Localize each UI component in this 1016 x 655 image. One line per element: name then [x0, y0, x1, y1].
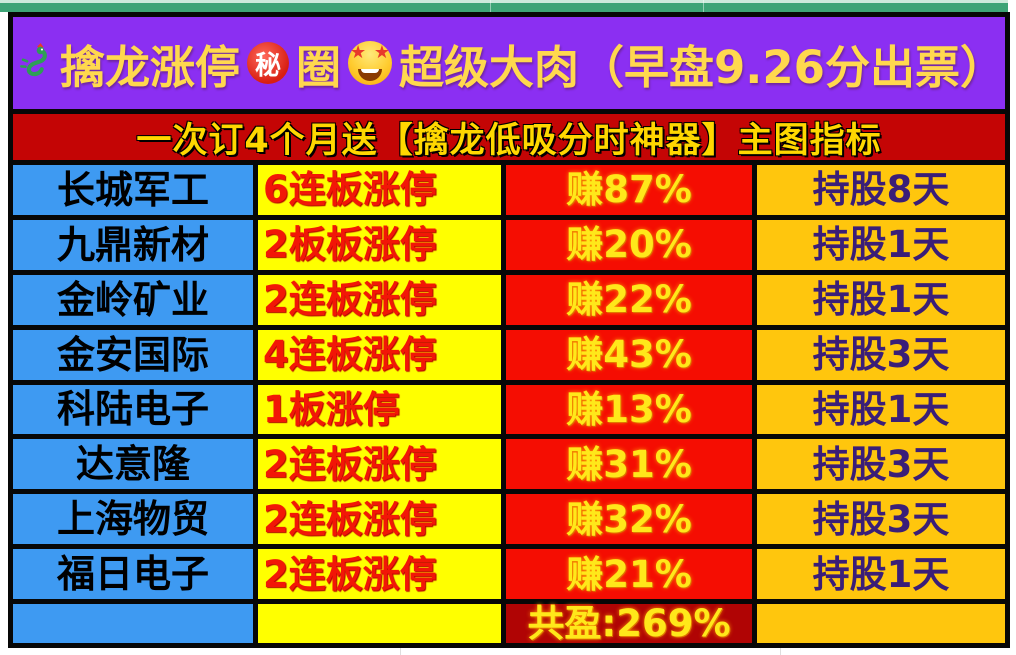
gain-cell: 赚13% — [506, 384, 752, 435]
title-part1: 擒龙涨停 — [59, 40, 240, 94]
grid-divider — [780, 648, 781, 655]
spreadsheet-bottom-area — [0, 648, 1016, 655]
grid-divider — [400, 648, 401, 655]
stock-name-cell: 九鼎新材 — [13, 219, 253, 270]
gain-cell: 赚21% — [506, 549, 752, 600]
holding-days-cell: 持股8天 — [757, 165, 1005, 215]
limit-up-cell: 2连板涨停 — [258, 439, 501, 490]
holding-days-cell: 持股1天 — [757, 274, 1005, 325]
promo-board: 擒龙涨停 秘 圈 ★ ★ 超级大肉（早盘9.26分出票） 一次订4个月送【擒龙低… — [8, 12, 1010, 648]
stock-name-cell: 达意隆 — [13, 439, 253, 490]
grid-divider — [490, 0, 491, 12]
subscription-banner: 一次订4个月送【擒龙低吸分时神器】主图指标 — [13, 114, 1005, 161]
stock-name-cell: 科陆电子 — [13, 384, 253, 435]
limit-up-cell: 1板涨停 — [258, 384, 501, 435]
title-bar: 擒龙涨停 秘 圈 ★ ★ 超级大肉（早盘9.26分出票） — [13, 17, 1005, 109]
gain-cell: 赚22% — [506, 274, 752, 325]
gain-cell: 赚31% — [506, 439, 752, 490]
total-gain-cell: 共盈:269% — [506, 604, 752, 643]
mouth — [357, 69, 382, 81]
limit-up-cell: 2连板涨停 — [258, 494, 501, 545]
grid-divider — [703, 0, 704, 12]
stock-name-cell: 福日电子 — [13, 549, 253, 600]
gain-cell: 赚20% — [506, 219, 752, 270]
title-part3: 超级大肉（早盘9.26分出票） — [398, 40, 1005, 94]
secret-badge-icon: 秘 — [246, 42, 289, 84]
gain-cell: 赚87% — [506, 165, 752, 215]
holding-days-cell: 持股3天 — [757, 494, 1005, 545]
limit-up-cell: 2连板涨停 — [258, 549, 501, 600]
holding-days-cell: 持股3天 — [757, 439, 1005, 490]
limit-up-cell: 4连板涨停 — [258, 329, 501, 380]
limit-up-cell: 2连板涨停 — [258, 274, 501, 325]
spreadsheet-top-row — [0, 0, 1008, 12]
gain-cell: 赚32% — [506, 494, 752, 545]
holding-days-cell: 持股1天 — [757, 549, 1005, 600]
limit-up-cell: 6连板涨停 — [258, 165, 501, 215]
results-table: 长城军工 6连板涨停 赚87% 持股8天 九鼎新材 2板板涨停 赚20% 持股1… — [13, 165, 1005, 643]
stock-name-cell: 金安国际 — [13, 329, 253, 380]
star-eye-icon: ★ — [373, 42, 390, 63]
holding-days-cell: 持股3天 — [757, 329, 1005, 380]
holding-days-cell: 持股1天 — [757, 219, 1005, 270]
empty-cell — [258, 604, 501, 643]
stock-name-cell: 上海物贸 — [13, 494, 253, 545]
title-part2: 圈 — [295, 40, 341, 94]
gain-cell: 赚43% — [506, 329, 752, 380]
stock-name-cell: 长城军工 — [13, 165, 253, 215]
dragon-icon — [20, 43, 47, 77]
limit-up-cell: 2板板涨停 — [258, 219, 501, 270]
empty-cell — [13, 604, 253, 643]
star-eye-icon: ★ — [349, 42, 367, 63]
stock-name-cell: 金岭矿业 — [13, 274, 253, 325]
star-struck-icon: ★ ★ — [347, 41, 392, 85]
holding-days-cell: 持股1天 — [757, 384, 1005, 435]
empty-cell — [757, 604, 1005, 643]
